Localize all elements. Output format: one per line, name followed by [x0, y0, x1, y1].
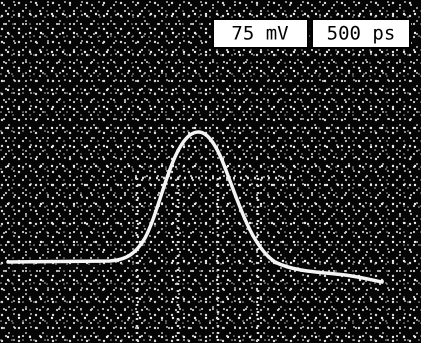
- volts-per-div-label: 75 mV: [231, 23, 288, 45]
- time-per-div-label: 500 ps: [327, 23, 396, 45]
- screen-noise: [0, 0, 421, 343]
- scope-screen: 75 mV 500 ps: [0, 0, 421, 343]
- page: 75 mV 500 ps (() => { const data = JSON.…: [0, 0, 421, 343]
